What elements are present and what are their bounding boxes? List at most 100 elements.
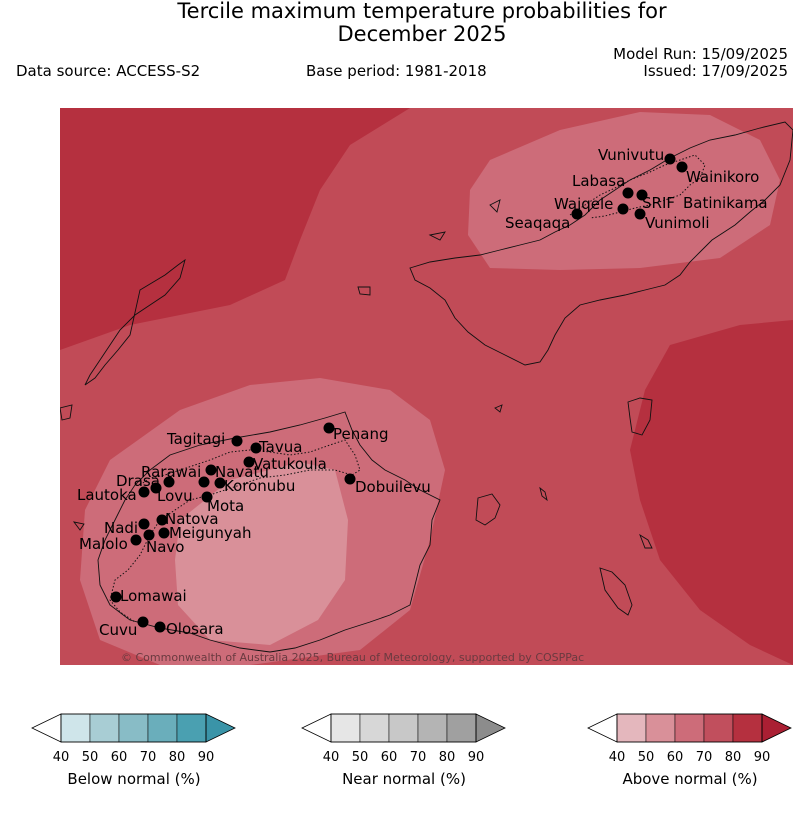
svg-text:Vunimoli: Vunimoli — [645, 214, 710, 232]
place-cuvu: Cuvu — [99, 616, 149, 639]
legend-tick-label: 40 — [53, 750, 70, 765]
svg-text:Drasa: Drasa — [116, 472, 160, 490]
legend-swatch — [60, 713, 91, 743]
issued-date: Issued: 17/09/2025 — [643, 62, 788, 80]
place-wainikoro: Wainikoro — [676, 161, 759, 186]
legend-swatch — [118, 713, 149, 743]
legend-swatch — [359, 713, 390, 743]
svg-text:Labasa: Labasa — [572, 172, 625, 190]
place-vunivutu: Vunivutu — [598, 146, 676, 165]
legend-tick-label: 60 — [667, 750, 684, 765]
legend-tick-label: 50 — [352, 750, 369, 765]
svg-text:Lovu: Lovu — [157, 487, 193, 505]
legend-tick-label: 60 — [381, 750, 398, 765]
place-srif: SRIF — [636, 189, 675, 212]
legend-above-label: Above normal (%) — [622, 770, 758, 788]
legend-extend-high — [205, 713, 236, 743]
place-lomawai: Lomawai — [110, 587, 187, 605]
place-meigunyah: Meigunyah — [158, 524, 251, 542]
legend-tick-label: 90 — [198, 750, 215, 765]
legend-swatch — [176, 713, 207, 743]
svg-text:Navatu: Navatu — [215, 463, 269, 481]
legend-swatch — [89, 713, 120, 743]
legend-extend-low — [31, 713, 62, 743]
legend-tick-label: 90 — [468, 750, 485, 765]
svg-text:Cuvu: Cuvu — [99, 621, 137, 639]
legend-frame — [330, 713, 477, 743]
legend-swatch — [674, 713, 705, 743]
legend-swatch — [147, 713, 178, 743]
base-period: Base period: 1981-2018 — [306, 62, 487, 80]
chart-title: Tercile maximum temperature probabilitie… — [0, 0, 804, 46]
legend-extend-low — [301, 713, 332, 743]
place-lautoka: Lautoka — [77, 482, 162, 504]
svg-text:Seaqaqa: Seaqaqa — [505, 214, 570, 232]
svg-text:SRIF: SRIF — [642, 194, 675, 212]
legend-swatch — [645, 713, 676, 743]
place-nadi: Nadi — [104, 518, 150, 537]
svg-text:Koronubu: Koronubu — [224, 477, 295, 495]
shade-80-90-east — [630, 320, 793, 665]
title-line-1: Tercile maximum temperature probabilitie… — [177, 0, 667, 23]
legend-extend-low — [587, 713, 618, 743]
svg-text:Lautoka: Lautoka — [77, 486, 137, 504]
legend-swatch — [330, 713, 361, 743]
legend-tick-label: 40 — [609, 750, 626, 765]
svg-text:Batinikama: Batinikama — [683, 194, 768, 212]
legend-above-normal: 40 50 60 70 80 90 — [587, 710, 792, 765]
place-navatu: Navatu — [215, 463, 269, 481]
svg-text:Meigunyah: Meigunyah — [169, 524, 251, 542]
legend-frame — [616, 713, 763, 743]
legend-swatch — [446, 713, 477, 743]
place-drasa: Drasa — [116, 472, 175, 490]
legend-near-normal: 40 50 60 70 80 90 — [301, 710, 506, 765]
legend-tick-label: 70 — [410, 750, 427, 765]
place-natova: Natova — [156, 510, 219, 528]
svg-text:Nadi: Nadi — [104, 519, 138, 537]
title-line-2: December 2025 — [337, 22, 507, 46]
place-vatukoula: Vatukoula — [243, 455, 327, 473]
svg-text:Rarawai: Rarawai — [141, 463, 201, 481]
legend-tick-label: 80 — [439, 750, 456, 765]
place-koronubu: Koronubu — [198, 476, 295, 495]
legend-tick-label: 40 — [323, 750, 340, 765]
legend-swatch — [732, 713, 763, 743]
run-info: Model Run: 15/09/2025 Issued: 17/09/2025 — [613, 46, 788, 80]
legend-tick-label: 70 — [696, 750, 713, 765]
place-navo: Navo — [143, 529, 184, 556]
legend-tick-label: 80 — [169, 750, 186, 765]
legend-bar-below: 40 50 60 70 80 90 — [31, 713, 236, 765]
place-mota: Mota — [201, 491, 244, 515]
svg-text:Vunivutu: Vunivutu — [598, 146, 664, 164]
place-malolo: Malolo — [79, 534, 142, 553]
legend-frame — [60, 713, 207, 743]
place-olosara: Olosara — [154, 620, 224, 638]
legend-tick-label: 50 — [638, 750, 655, 765]
place-vunimoli: Vunimoli — [634, 208, 710, 232]
legend-tick-label: 60 — [111, 750, 128, 765]
legend-tick-label: 50 — [82, 750, 99, 765]
svg-text:Dobuilevu: Dobuilevu — [355, 478, 431, 496]
legend-swatch — [388, 713, 419, 743]
legend-extend-high — [475, 713, 506, 743]
place-rarawai: Rarawai — [141, 463, 217, 481]
shade-50-60 — [175, 462, 348, 645]
place-lovu: Lovu — [157, 487, 193, 505]
model-run: Model Run: 15/09/2025 — [613, 45, 788, 63]
svg-text:Penang: Penang — [333, 425, 388, 443]
province-boundaries — [109, 154, 706, 623]
svg-text:Olosara: Olosara — [166, 620, 224, 638]
svg-text:Tavua: Tavua — [258, 438, 302, 456]
legend-bar-near: 40 50 60 70 80 90 — [301, 713, 506, 765]
map-svg: Vunivutu Wainikoro Labasa SRIF Batinikam… — [60, 108, 793, 665]
svg-text:Lomawai: Lomawai — [120, 587, 187, 605]
svg-text:Navo: Navo — [146, 538, 184, 556]
copyright-notice: © Commonwealth of Australia 2025, Bureau… — [121, 651, 584, 664]
legend-near-label: Near normal (%) — [342, 770, 466, 788]
place-labasa: Labasa — [572, 172, 634, 199]
legend-below-label: Below normal (%) — [67, 770, 201, 788]
place-tagitagi: Tagitagi — [166, 430, 243, 448]
place-markers: Vunivutu Wainikoro Labasa SRIF Batinikam… — [77, 146, 768, 639]
svg-text:Vatukoula: Vatukoula — [253, 455, 327, 473]
place-seaqaqa: Seaqaqa — [505, 208, 583, 232]
